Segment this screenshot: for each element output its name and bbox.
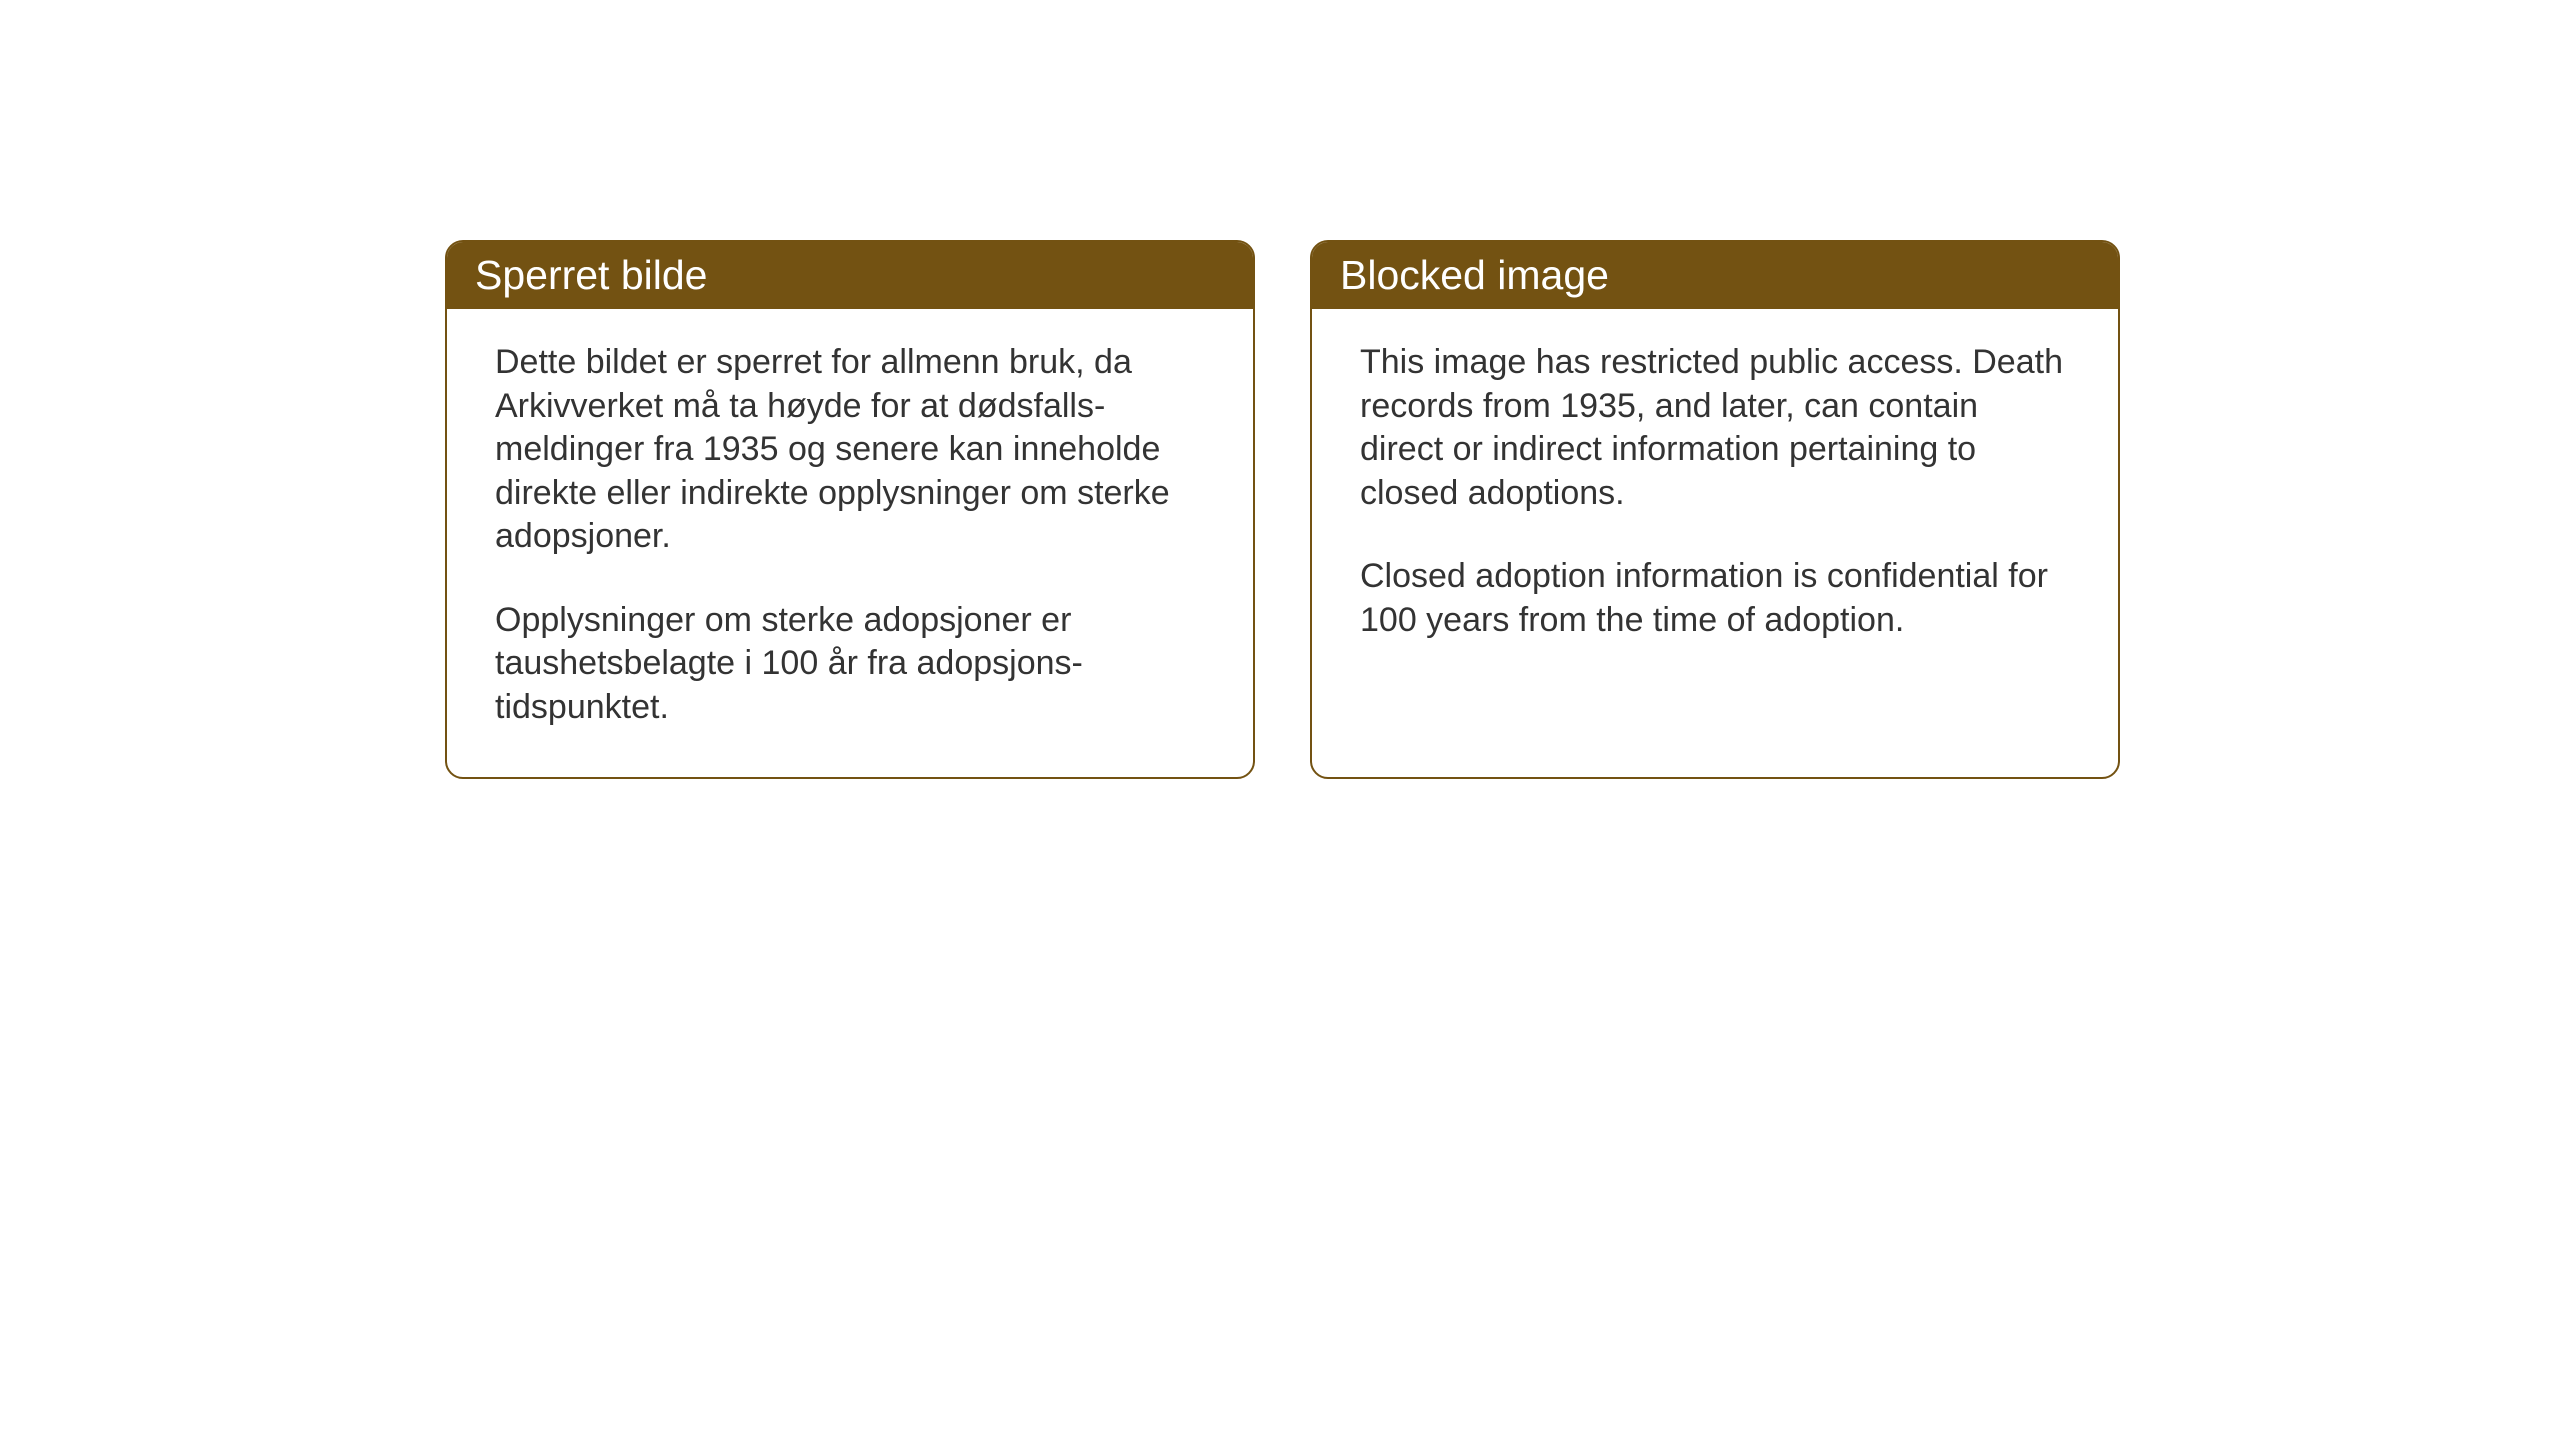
notice-card-english: Blocked image This image has restricted … xyxy=(1310,240,2120,779)
notice-card-norwegian: Sperret bilde Dette bildet er sperret fo… xyxy=(445,240,1255,779)
card-paragraph-1-english: This image has restricted public access.… xyxy=(1360,341,2070,515)
notice-container: Sperret bilde Dette bildet er sperret fo… xyxy=(445,240,2120,779)
card-body-norwegian: Dette bildet er sperret for allmenn bruk… xyxy=(447,309,1253,777)
card-body-english: This image has restricted public access.… xyxy=(1312,309,2118,690)
card-paragraph-2-english: Closed adoption information is confident… xyxy=(1360,555,2070,642)
card-title-english: Blocked image xyxy=(1340,252,1609,298)
card-title-norwegian: Sperret bilde xyxy=(475,252,707,298)
card-paragraph-2-norwegian: Opplysninger om sterke adopsjoner er tau… xyxy=(495,599,1205,730)
card-header-norwegian: Sperret bilde xyxy=(447,242,1253,309)
card-header-english: Blocked image xyxy=(1312,242,2118,309)
card-paragraph-1-norwegian: Dette bildet er sperret for allmenn bruk… xyxy=(495,341,1205,559)
